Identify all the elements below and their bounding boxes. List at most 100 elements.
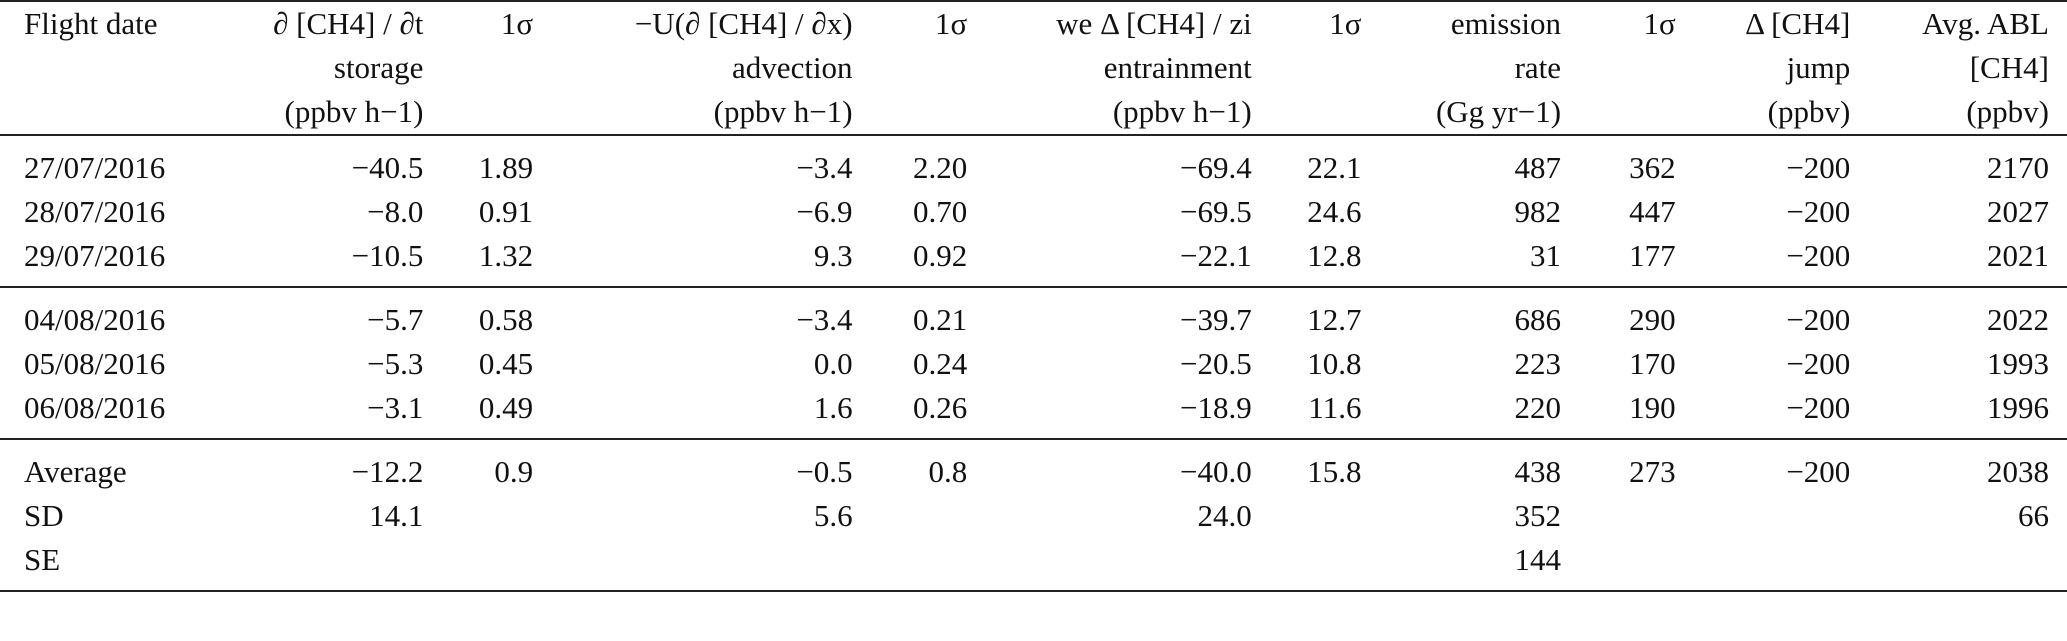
data-cell: 14.1 bbox=[369, 498, 424, 533]
data-cell: 0.9 bbox=[423, 438, 534, 494]
data-cell: −40.0 bbox=[967, 438, 1252, 494]
data-cell: −200 bbox=[1786, 390, 1851, 425]
data-cell: 447 bbox=[1629, 194, 1676, 229]
data-cell: 1.6 bbox=[813, 390, 853, 425]
header-row: Flight date ∂ [CH4] / ∂t storage (ppbv h… bbox=[0, 0, 2067, 136]
table-row: 06/08/2016 −3.1 0.49 1.6 0.26 −18.9 11.6 220 190… bbox=[0, 386, 2067, 439]
col-header-storage: ∂ [CH4] / ∂t storage (ppbv h−1) bbox=[213, 0, 424, 136]
data-cell: 2027 bbox=[1987, 194, 2049, 229]
data-cell bbox=[423, 538, 534, 592]
data-cell: 0.91 bbox=[478, 194, 534, 229]
data-cell: 12.7 bbox=[1251, 286, 1362, 342]
data-cell: 1993 bbox=[1987, 346, 2049, 381]
row-label-cell: 06/08/2016 bbox=[24, 390, 166, 425]
data-cell: 0.45 bbox=[478, 346, 534, 381]
data-cell: −3.1 bbox=[367, 390, 424, 425]
table-row: 29/07/2016 −10.5 1.32 9.3 0.92 −22.1 12.8 31 177… bbox=[0, 234, 2067, 287]
data-cell bbox=[423, 494, 533, 538]
data-cell: −200 bbox=[1675, 286, 1851, 342]
data-cell bbox=[852, 538, 968, 592]
data-cell: −5.3 bbox=[367, 346, 424, 381]
data-cell: −3.4 bbox=[533, 286, 853, 342]
row-label-cell: 04/08/2016 bbox=[0, 286, 214, 342]
data-cell bbox=[1561, 538, 1676, 592]
data-cell: 0.24 bbox=[912, 346, 968, 381]
table-row: Average −12.2 0.9 −0.5 0.8 −40.0 15.8 438 273 −20… bbox=[0, 438, 2067, 494]
data-cell: 0.26 bbox=[912, 390, 968, 425]
data-cell: −10.5 bbox=[351, 238, 424, 273]
data-cell: −6.9 bbox=[796, 194, 853, 229]
table-body: 27/07/2016 −40.5 1.89 −3.4 2.20 −69.4 22.1 487 3… bbox=[0, 135, 2067, 592]
table-row: 28/07/2016 −8.0 0.91 −6.9 0.70 −69.5 24.6 982 44… bbox=[0, 190, 2067, 234]
col-header-advection-sigma: 1σ bbox=[852, 0, 968, 136]
data-cell: 2.20 bbox=[912, 150, 968, 185]
data-cell bbox=[1561, 494, 1676, 538]
col-header-entrainment-sigma: 1σ bbox=[1251, 0, 1362, 136]
data-cell: 487 bbox=[1514, 150, 1562, 185]
data-cell: 5.6 bbox=[813, 498, 853, 533]
data-cell: 144 bbox=[1361, 538, 1562, 592]
col-header-advection: −U(∂ [CH4] / ∂x) advection (ppbv h−1) bbox=[533, 0, 853, 136]
data-cell: 2021 bbox=[1987, 238, 2049, 273]
data-cell: −18.9 bbox=[1180, 390, 1252, 425]
table-row: 05/08/2016 −5.3 0.45 0.0 0.24 −20.5 10.8 223 170… bbox=[0, 342, 2067, 386]
row-label-cell: 29/07/2016 bbox=[24, 238, 166, 273]
col-header-flight-date: Flight date bbox=[0, 0, 214, 136]
data-cell: 22.1 bbox=[1307, 150, 1362, 185]
col-header-emission-sigma: 1σ bbox=[1561, 0, 1676, 136]
data-cell: 0.8 bbox=[852, 438, 968, 494]
data-table: Flight date ∂ [CH4] / ∂t storage (ppbv h… bbox=[0, 0, 2067, 592]
data-cell: 362 bbox=[1629, 150, 1676, 185]
data-cell: 438 bbox=[1361, 438, 1562, 494]
row-label-cell: Average bbox=[0, 438, 214, 494]
row-label-cell: SE bbox=[0, 538, 214, 592]
data-cell: 2170 bbox=[1987, 150, 2049, 185]
data-cell: 0.70 bbox=[912, 194, 968, 229]
data-cell: −20.5 bbox=[1180, 346, 1252, 381]
data-cell: −22.1 bbox=[1180, 238, 1252, 273]
data-cell: 15.8 bbox=[1251, 438, 1362, 494]
data-cell: 1996 bbox=[1987, 390, 2049, 425]
data-cell: 0.21 bbox=[852, 286, 968, 342]
data-cell: −12.2 bbox=[213, 438, 424, 494]
data-cell: 190 bbox=[1629, 390, 1676, 425]
data-cell bbox=[1252, 494, 1362, 538]
data-cell: 24.6 bbox=[1307, 194, 1362, 229]
table-row: 27/07/2016 −40.5 1.89 −3.4 2.20 −69.4 22.1 487 3… bbox=[0, 135, 2067, 190]
data-cell: 11.6 bbox=[1308, 390, 1362, 425]
row-label-cell: 27/07/2016 bbox=[24, 150, 166, 185]
data-cell bbox=[213, 538, 424, 592]
data-cell: 2022 bbox=[1850, 286, 2067, 342]
col-header-jump: Δ [CH4] jump (ppbv) bbox=[1675, 0, 1851, 136]
col-header-storage-sigma: 1σ bbox=[423, 0, 534, 136]
data-cell: 223 bbox=[1514, 346, 1562, 381]
data-cell bbox=[1675, 538, 1851, 592]
data-cell: −200 bbox=[1786, 238, 1851, 273]
data-cell: 273 bbox=[1561, 438, 1676, 494]
data-cell: 0.92 bbox=[912, 238, 968, 273]
data-cell: −200 bbox=[1675, 438, 1851, 494]
data-cell: −3.4 bbox=[796, 150, 853, 185]
data-cell: −200 bbox=[1786, 150, 1851, 185]
col-header-avg-abl: Avg. ABL [CH4] (ppbv) bbox=[1850, 0, 2067, 136]
data-cell bbox=[1676, 494, 1851, 538]
data-cell: 1.89 bbox=[478, 150, 534, 185]
data-cell: −39.7 bbox=[967, 286, 1252, 342]
data-cell: −0.5 bbox=[533, 438, 853, 494]
data-cell: −69.5 bbox=[1180, 194, 1252, 229]
data-cell: −200 bbox=[1786, 194, 1851, 229]
col-header-entrainment: we Δ [CH4] / zi entrainment (ppbv h−1) bbox=[967, 0, 1252, 136]
row-label-cell: SD bbox=[24, 498, 64, 533]
data-cell: 24.0 bbox=[1197, 498, 1252, 533]
data-cell: −40.5 bbox=[351, 150, 424, 185]
data-cell: −5.7 bbox=[213, 286, 424, 342]
data-cell: 1.32 bbox=[478, 238, 534, 273]
data-cell: 0.49 bbox=[478, 390, 534, 425]
data-cell: 220 bbox=[1514, 390, 1562, 425]
data-cell: 0.58 bbox=[423, 286, 534, 342]
data-cell: 352 bbox=[1514, 498, 1562, 533]
data-cell: 12.8 bbox=[1307, 238, 1362, 273]
data-cell: 686 bbox=[1361, 286, 1562, 342]
data-cell: 177 bbox=[1629, 238, 1676, 273]
row-label-cell: 05/08/2016 bbox=[24, 346, 166, 381]
